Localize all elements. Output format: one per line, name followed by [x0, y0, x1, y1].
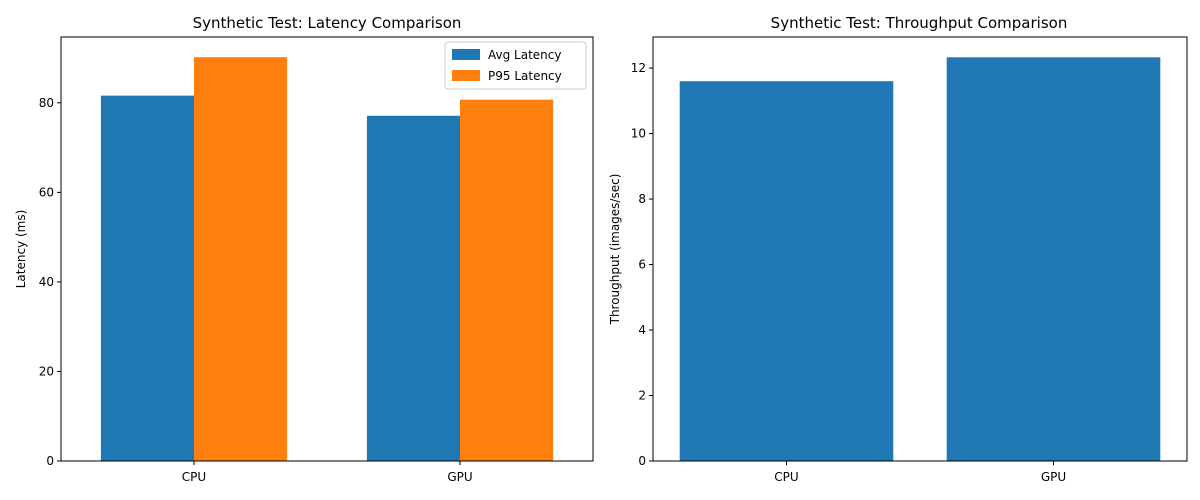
- latency-y-tick-label: 40: [39, 275, 54, 289]
- latency-legend: Avg Latency P95 Latency: [444, 41, 587, 90]
- latency-y-tick-label: 20: [39, 364, 54, 378]
- throughput-bar-gpu: [946, 57, 1161, 462]
- throughput-chart: Synthetic Test: Throughput Comparison Th…: [608, 14, 1188, 484]
- latency-bar-avg-latency-cpu: [100, 95, 194, 462]
- latency-x-tick-label-cpu: CPU: [182, 470, 206, 484]
- legend-frame: [444, 41, 587, 90]
- throughput-y-tick-label: 8: [638, 192, 646, 206]
- legend-swatch-avg-latency: [452, 49, 480, 60]
- throughput-bar-cpu: [679, 81, 894, 461]
- throughput-y-tick-label: 12: [631, 61, 646, 75]
- latency-x-tick-label-gpu: GPU: [447, 470, 472, 484]
- throughput-y-tick-label: 4: [638, 323, 646, 337]
- latency-y-tick-label: 80: [39, 96, 54, 110]
- legend-swatch-p95-latency: [452, 70, 480, 81]
- throughput-x-tick-label-gpu: GPU: [1041, 470, 1066, 484]
- latency-bar-avg-latency-gpu: [366, 115, 460, 462]
- throughput-y-tick-label: 6: [638, 258, 646, 272]
- throughput-axes-frame: [652, 36, 1188, 462]
- throughput-y-tick-label: 2: [638, 389, 646, 403]
- latency-bar-p95-latency-cpu: [194, 57, 288, 462]
- latency-y-tick-label: 60: [39, 185, 54, 199]
- latency-y-tick-label: 0: [46, 454, 54, 468]
- throughput-y-tick-label: 10: [631, 127, 646, 141]
- throughput-y-axis-label: Throughput (images/sec): [608, 174, 622, 326]
- legend-label-p95-latency: P95 Latency: [488, 69, 562, 83]
- throughput-plot-area: 0 2 4 6 8 10 12 CPU GPU: [631, 57, 1161, 484]
- latency-chart-title: Synthetic Test: Latency Comparison: [193, 14, 462, 32]
- latency-axes-frame: [60, 36, 594, 462]
- latency-y-axis-label: Latency (ms): [14, 210, 28, 289]
- throughput-chart-title: Synthetic Test: Throughput Comparison: [771, 14, 1068, 32]
- legend-label-avg-latency: Avg Latency: [488, 48, 561, 62]
- latency-plot-area: 0 20 40 60 80 CPU GPU: [39, 57, 554, 484]
- throughput-x-tick-label-cpu: CPU: [774, 470, 798, 484]
- latency-chart: Synthetic Test: Latency Comparison Laten…: [14, 14, 594, 484]
- latency-bar-p95-latency-gpu: [460, 99, 554, 462]
- throughput-y-tick-label: 0: [638, 454, 646, 468]
